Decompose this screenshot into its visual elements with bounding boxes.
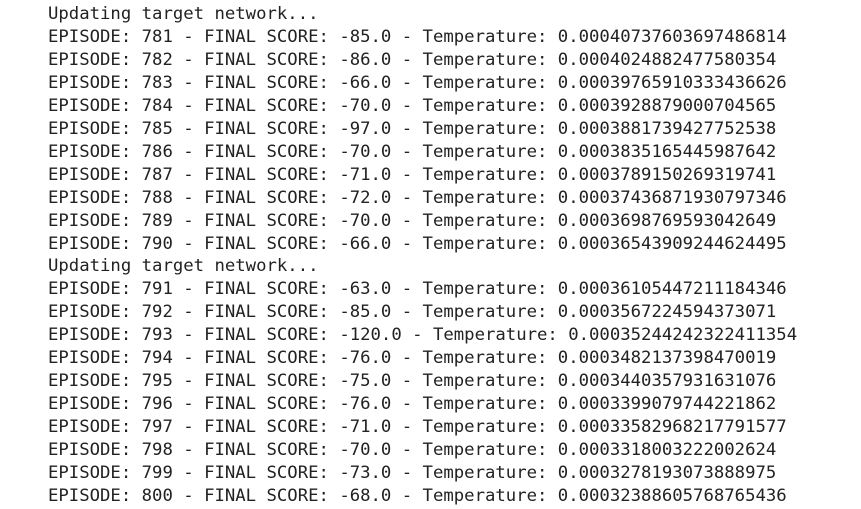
console-line: EPISODE: 784 - FINAL SCORE: -70.0 - Temp… — [48, 95, 777, 116]
console-line: EPISODE: 794 - FINAL SCORE: -76.0 - Temp… — [48, 348, 777, 369]
console-line: EPISODE: 786 - FINAL SCORE: -70.0 - Temp… — [48, 141, 777, 162]
console-line: EPISODE: 799 - FINAL SCORE: -73.0 - Temp… — [48, 463, 777, 483]
console-line: EPISODE: 790 - FINAL SCORE: -66.0 - Temp… — [48, 233, 787, 254]
console-line: EPISODE: 792 - FINAL SCORE: -85.0 - Temp… — [48, 302, 777, 323]
console-line: EPISODE: 783 - FINAL SCORE: -66.0 - Temp… — [48, 72, 787, 93]
console-line: EPISODE: 800 - FINAL SCORE: -68.0 - Temp… — [48, 485, 787, 506]
console-line: EPISODE: 788 - FINAL SCORE: -72.0 - Temp… — [48, 187, 787, 208]
console-line: EPISODE: 789 - FINAL SCORE: -70.0 - Temp… — [48, 210, 777, 231]
console-line: EPISODE: 791 - FINAL SCORE: -63.0 - Temp… — [48, 279, 787, 300]
console-line: EPISODE: 785 - FINAL SCORE: -97.0 - Temp… — [48, 118, 777, 139]
console-line: EPISODE: 787 - FINAL SCORE: -71.0 - Temp… — [48, 164, 777, 185]
console-line: EPISODE: 793 - FINAL SCORE: -120.0 - Tem… — [48, 325, 798, 346]
console-line: EPISODE: 796 - FINAL SCORE: -76.0 - Temp… — [48, 394, 777, 415]
console-line: EPISODE: 798 - FINAL SCORE: -70.0 - Temp… — [48, 440, 777, 461]
console-line: EPISODE: 795 - FINAL SCORE: -75.0 - Temp… — [48, 371, 777, 392]
console-line: Updating target network... — [48, 4, 319, 24]
console-line: EPISODE: 782 - FINAL SCORE: -86.0 - Temp… — [48, 49, 777, 70]
console-line: Updating target network... — [48, 256, 319, 277]
console-line: EPISODE: 797 - FINAL SCORE: -71.0 - Temp… — [48, 417, 787, 438]
console-line: EPISODE: 781 - FINAL SCORE: -85.0 - Temp… — [48, 26, 787, 47]
